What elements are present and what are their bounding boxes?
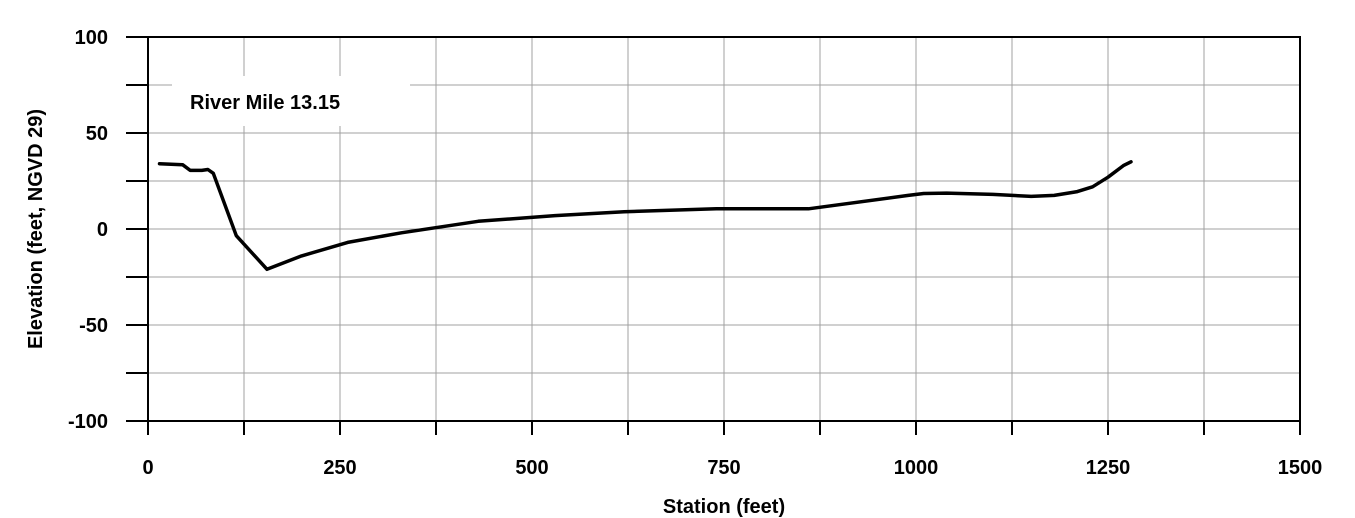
x-tick-label: 250 (323, 457, 356, 479)
axis-ticks (126, 36, 1301, 435)
x-tick-labels: 0 250 500 750 1000 1250 1500 (142, 457, 1322, 479)
series-layer (157, 160, 1133, 272)
y-tick-label: 100 (75, 27, 108, 49)
x-tick-label: 500 (515, 457, 548, 479)
x-tick-label: 0 (142, 457, 153, 479)
x-tick-label: 750 (707, 457, 740, 479)
y-tick-label: -50 (79, 315, 108, 337)
annotation-background (172, 76, 410, 126)
x-tick-label: 1500 (1278, 457, 1323, 479)
y-axis-title: Elevation (feet, NGVD 29) (25, 109, 47, 349)
y-tick-label: 50 (86, 123, 108, 145)
x-tick-label: 1000 (894, 457, 939, 479)
grid (148, 37, 1300, 421)
y-tick-labels: -100 -50 0 50 100 (68, 27, 108, 433)
series-line (157, 160, 1133, 272)
x-tick-label: 1250 (1086, 457, 1131, 479)
annotation-box: River Mile 13.15 (172, 76, 410, 126)
y-tick-label: -100 (68, 411, 108, 433)
annotation-label: River Mile 13.15 (190, 92, 340, 114)
x-axis-title: Station (feet) (663, 496, 785, 518)
y-tick-label: 0 (97, 219, 108, 241)
